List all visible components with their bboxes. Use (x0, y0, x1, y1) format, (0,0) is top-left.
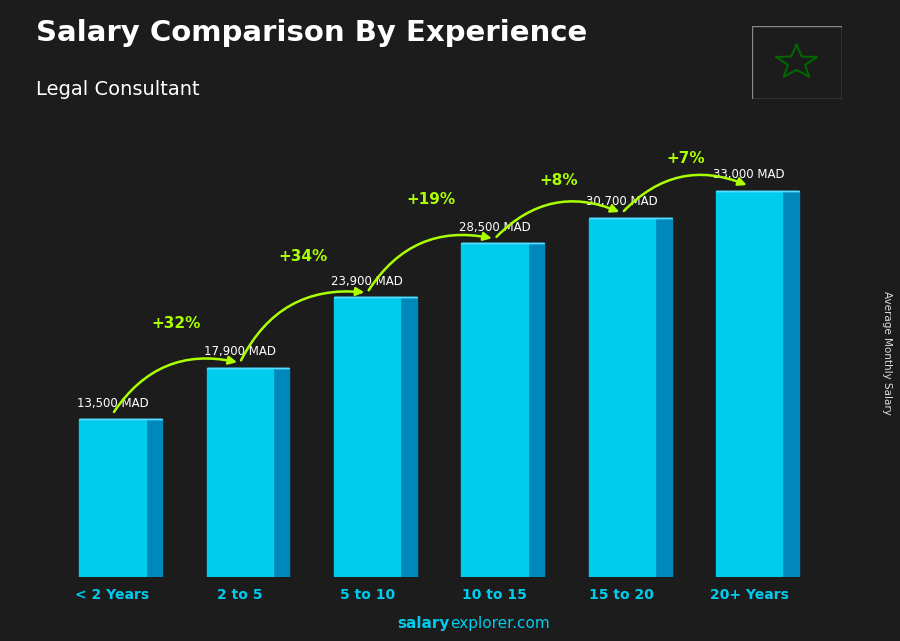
Text: explorer.com: explorer.com (450, 617, 550, 631)
Text: 23,900 MAD: 23,900 MAD (331, 275, 403, 288)
Text: Legal Consultant: Legal Consultant (36, 80, 200, 99)
Text: 30,700 MAD: 30,700 MAD (586, 196, 658, 208)
Polygon shape (400, 297, 417, 577)
Polygon shape (146, 419, 162, 577)
Bar (79, 419, 146, 577)
Text: +32%: +32% (151, 315, 201, 331)
Text: Average Monthly Salary: Average Monthly Salary (881, 290, 892, 415)
Text: +7%: +7% (666, 151, 705, 165)
Bar (716, 191, 782, 577)
Bar (462, 244, 527, 577)
Bar (334, 297, 400, 577)
Text: 13,500 MAD: 13,500 MAD (76, 397, 148, 410)
Text: Salary Comparison By Experience: Salary Comparison By Experience (36, 19, 587, 47)
Text: salary: salary (398, 617, 450, 631)
Text: +8%: +8% (539, 173, 578, 188)
Text: 33,000 MAD: 33,000 MAD (714, 169, 785, 181)
Polygon shape (527, 244, 544, 577)
Bar (589, 218, 655, 577)
Text: +19%: +19% (406, 192, 455, 206)
Bar (207, 367, 273, 577)
Text: +34%: +34% (279, 249, 328, 264)
Text: 17,900 MAD: 17,900 MAD (203, 345, 275, 358)
Text: 28,500 MAD: 28,500 MAD (459, 221, 530, 234)
Polygon shape (273, 367, 290, 577)
Polygon shape (655, 218, 671, 577)
Polygon shape (782, 191, 799, 577)
